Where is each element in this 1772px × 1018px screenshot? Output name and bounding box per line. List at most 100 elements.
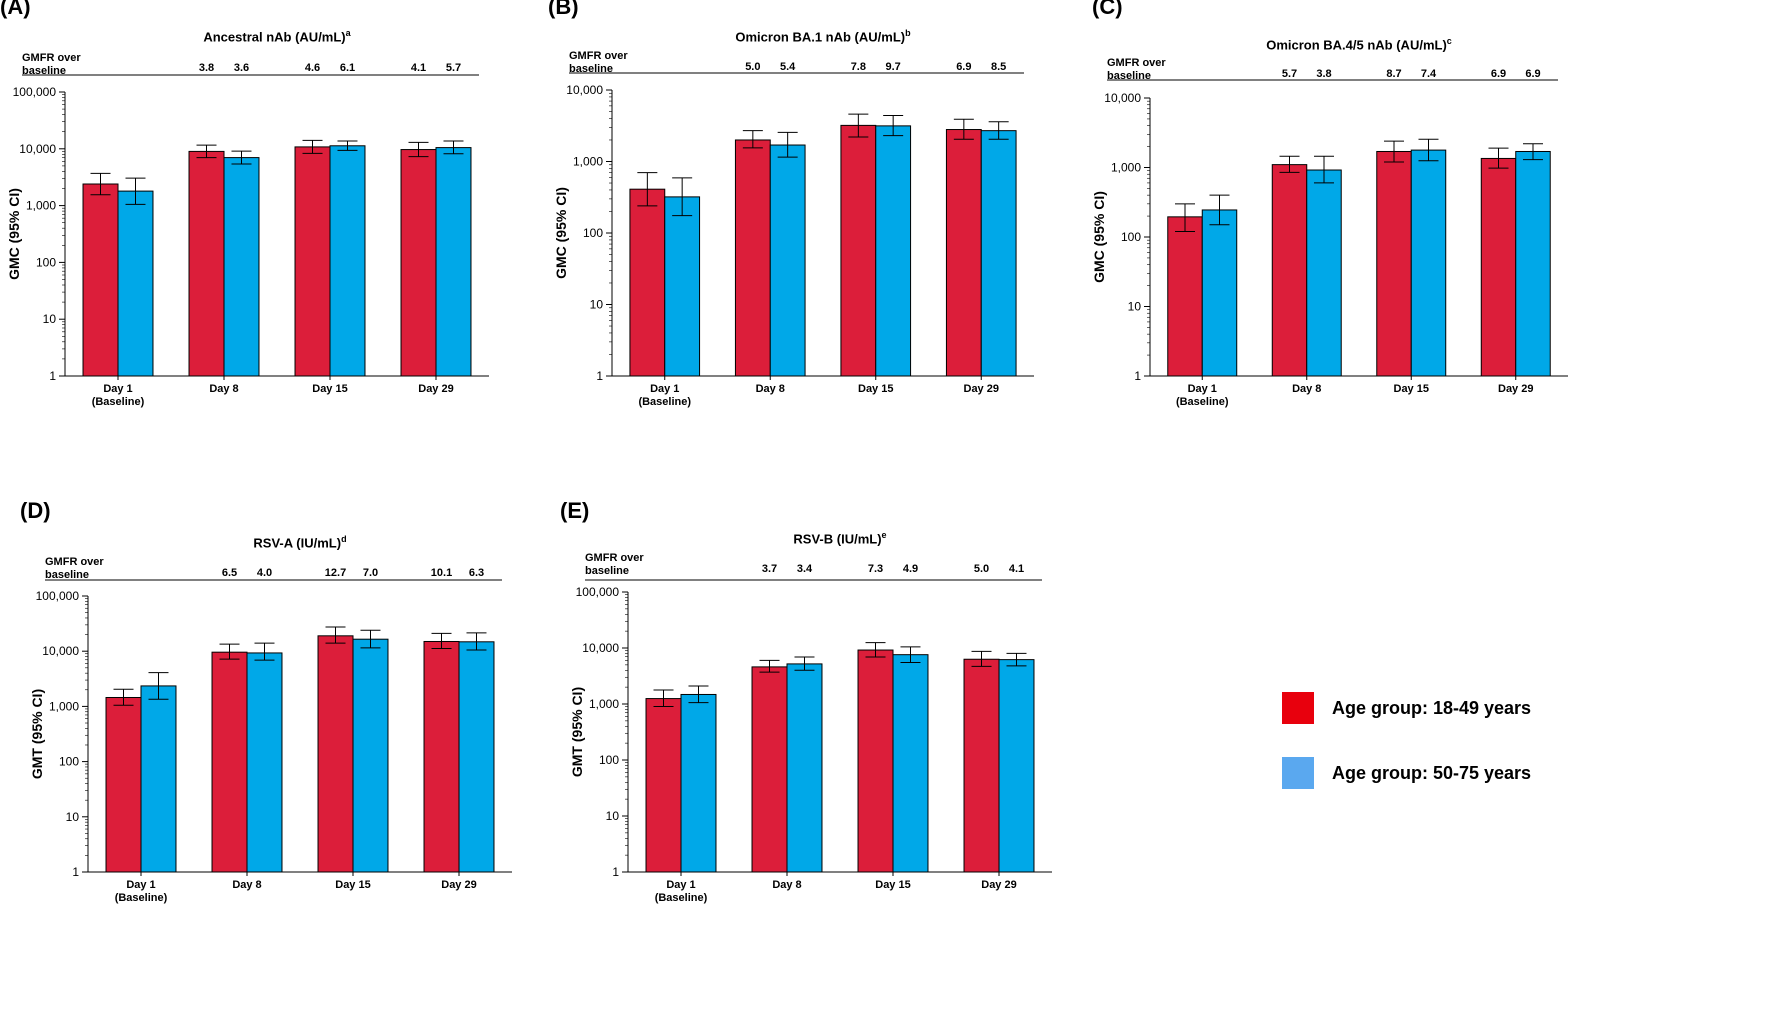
- gmfr-label-line-1: baseline: [45, 569, 90, 581]
- chart-title-footnote-d: d: [341, 534, 347, 544]
- y-tick-label: 100: [599, 753, 619, 767]
- bar-18-49: [1480, 157, 1517, 377]
- chart-title-b: Omicron BA.1 nAb (AU/mL)b: [612, 28, 1034, 44]
- x-tick-label: Day 29: [981, 879, 1016, 891]
- bar-50-75: [435, 147, 472, 377]
- chart-svg-c: 1 10 100 1,000 10,000 Day 1(Baseline) 5.7 3.8 Da…: [1104, 68, 1568, 408]
- legend-swatch-18-49: [1282, 692, 1314, 724]
- bar-18-49: [963, 658, 1000, 873]
- x-tick-label: (Baseline): [638, 396, 691, 408]
- chart-panel-d: (D) RSV-A (IU/mL)d GMFR over baseline GMT (9…: [20, 498, 640, 1000]
- chart-title-e: RSV-B (IU/mL)e: [628, 530, 1052, 546]
- chart-svg-e: 1 10 100 1,000 10,000 100,000 Day 1(Baseline) 3…: [576, 563, 1052, 904]
- gmfr-value: 6.9: [956, 61, 971, 73]
- bar-50-75: [140, 685, 177, 873]
- chart-title-footnote-a: a: [345, 28, 351, 38]
- y-tick-label: 1,000: [589, 697, 619, 711]
- panel-label-c: (C): [1092, 0, 1123, 19]
- chart-title-text-d: RSV-A (IU/mL): [253, 535, 342, 551]
- gmfr-value: 4.1: [1009, 563, 1024, 575]
- chart-title-c: Omicron BA.4/5 nAb (AU/mL)c: [1150, 36, 1568, 52]
- y-tick-label: 1,000: [49, 699, 79, 713]
- bar-18-49: [629, 188, 666, 377]
- x-tick-label: Day 29: [964, 383, 999, 395]
- y-tick-label: 10,000: [582, 641, 619, 655]
- y-tick-label: 10,000: [42, 644, 79, 658]
- bar-18-49: [1376, 150, 1412, 377]
- x-tick-label: Day 8: [772, 879, 801, 891]
- chart-title-a: Ancestral nAb (AU/mL)a: [65, 28, 489, 44]
- gmfr-value: 4.0: [257, 567, 272, 579]
- legend-swatch-50-75: [1282, 757, 1314, 789]
- chart-title-d: RSV-A (IU/mL)d: [88, 534, 512, 550]
- bar-18-49: [751, 666, 788, 873]
- chart-title-text-e: RSV-B (IU/mL): [793, 531, 882, 547]
- y-tick-label: 1: [612, 865, 619, 879]
- y-tick-label: 100,000: [576, 585, 620, 599]
- x-tick-label: Day 29: [1498, 383, 1533, 395]
- gmfr-value: 6.3: [469, 567, 484, 579]
- x-tick-label: (Baseline): [655, 892, 708, 904]
- x-tick-label: Day 8: [1292, 383, 1321, 395]
- gmfr-value: 6.1: [340, 62, 355, 74]
- x-tick-label: Day 1: [1188, 383, 1217, 395]
- chart-svg-d: 1 10 100 1,000 10,000 100,000 Day 1(Baseline) 6…: [36, 567, 512, 904]
- gmfr-value: 3.8: [199, 62, 214, 74]
- panel-label-d: (D): [20, 498, 51, 523]
- x-tick-label: Day 15: [1394, 383, 1429, 395]
- y-tick-label: 10: [66, 810, 80, 824]
- bar-18-49: [645, 698, 682, 873]
- y-tick-label: 1: [596, 369, 603, 383]
- bar-18-49: [211, 651, 248, 873]
- x-tick-label: (Baseline): [92, 396, 145, 408]
- panel-label-a: (A): [0, 0, 31, 19]
- y-tick-label: 10: [606, 809, 620, 823]
- legend-item-50-75: Age group: 50-75 years: [1282, 755, 1531, 791]
- gmfr-value: 5.4: [780, 61, 796, 73]
- bar-50-75: [998, 659, 1035, 873]
- y-tick-label: 1: [72, 865, 79, 879]
- chart-title-footnote-e: e: [881, 530, 887, 540]
- chart-title-footnote-c: c: [1446, 36, 1452, 46]
- gmfr-label-line-0: GMFR over: [585, 552, 644, 564]
- gmfr-value: 5.7: [446, 62, 461, 74]
- gmfr-value: 8.5: [991, 61, 1006, 73]
- x-tick-label: Day 1: [666, 879, 695, 891]
- x-tick-label: Day 1: [650, 383, 679, 395]
- chart-panel-e: (E) RSV-B (IU/mL)e GMFR over baseline GMT (9…: [560, 498, 1180, 1000]
- gmfr-label-b: GMFR over baseline: [569, 50, 628, 76]
- bar-18-49: [423, 640, 460, 873]
- gmfr-value: 7.3: [868, 563, 883, 575]
- chart-panel-b: (B) Omicron BA.1 nAb (AU/mL)b GMFR over bas…: [548, 0, 1168, 500]
- y-tick-label: 100,000: [36, 589, 80, 603]
- gmfr-label-line-0: GMFR over: [22, 52, 81, 64]
- gmfr-value: 3.7: [762, 563, 777, 575]
- gmfr-label-line-1: baseline: [1107, 70, 1152, 82]
- x-tick-label: Day 15: [858, 383, 893, 395]
- bar-50-75: [352, 638, 389, 873]
- bar-50-75: [329, 145, 366, 377]
- y-tick-label: 1: [1134, 369, 1141, 383]
- bar-50-75: [246, 652, 283, 873]
- chart-title-footnote-b: b: [905, 28, 911, 38]
- bar-18-49: [1167, 216, 1203, 377]
- y-tick-label: 100: [59, 755, 79, 769]
- gmfr-label-line-1: baseline: [585, 565, 630, 577]
- x-tick-label: Day 8: [756, 383, 785, 395]
- x-tick-label: Day 15: [875, 879, 910, 891]
- x-tick-label: Day 15: [312, 383, 347, 395]
- gmfr-label-line-1: baseline: [569, 63, 614, 75]
- gmfr-value: 4.9: [903, 563, 918, 575]
- chart-title-text-a: Ancestral nAb (AU/mL): [203, 29, 346, 45]
- x-tick-label: Day 8: [232, 879, 261, 891]
- bar-50-75: [786, 663, 823, 873]
- gmfr-value: 4.1: [411, 62, 426, 74]
- y-tick-label: 10: [590, 298, 604, 312]
- y-tick-label: 100: [36, 255, 56, 269]
- legend-label-50-75: Age group: 50-75 years: [1332, 762, 1532, 783]
- x-tick-label: (Baseline): [1176, 396, 1229, 408]
- y-tick-label: 1,000: [573, 155, 603, 169]
- bar-50-75: [875, 125, 912, 377]
- y-tick-label: 100,000: [13, 85, 57, 99]
- x-tick-label: Day 15: [335, 879, 370, 891]
